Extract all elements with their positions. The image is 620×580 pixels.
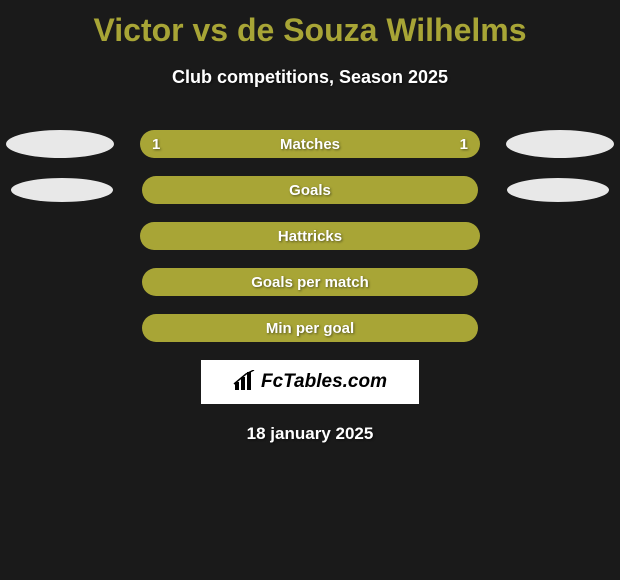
logo-text: FcTables.com [261, 371, 387, 393]
stat-label: Min per goal [266, 320, 354, 337]
right-ellipse [507, 178, 609, 202]
stat-bar: Goals [142, 176, 478, 204]
stat-bar: 1 Matches 1 [140, 130, 480, 158]
stat-row: Hattricks [0, 222, 620, 250]
stat-bar: Goals per match [142, 268, 478, 296]
stats-rows: 1 Matches 1 Goals Hattricks Goals per match Mi… [0, 130, 620, 342]
stat-left-value: 1 [152, 136, 160, 153]
subtitle: Club competitions, Season 2025 [0, 67, 620, 88]
stat-row: Goals per match [0, 268, 620, 296]
bar-chart-icon [233, 370, 257, 395]
logo-box: FcTables.com [201, 360, 419, 404]
stat-label: Hattricks [278, 228, 342, 245]
stat-label: Goals [289, 182, 331, 199]
stat-label: Matches [280, 136, 340, 153]
left-ellipse [6, 130, 114, 158]
stat-right-value: 1 [460, 136, 468, 153]
stat-bar: Min per goal [142, 314, 478, 342]
date-text: 18 january 2025 [0, 424, 620, 444]
stat-row: Goals [0, 176, 620, 204]
player2-name: de Souza Wilhelms [237, 12, 527, 48]
stat-row: 1 Matches 1 [0, 130, 620, 158]
stat-row: Min per goal [0, 314, 620, 342]
stat-label: Goals per match [251, 274, 369, 291]
vs-text: vs [192, 12, 228, 48]
player1-name: Victor [93, 12, 183, 48]
stat-bar: Hattricks [140, 222, 480, 250]
right-ellipse [506, 130, 614, 158]
left-ellipse [11, 178, 113, 202]
comparison-title: Victor vs de Souza Wilhelms [0, 0, 620, 49]
